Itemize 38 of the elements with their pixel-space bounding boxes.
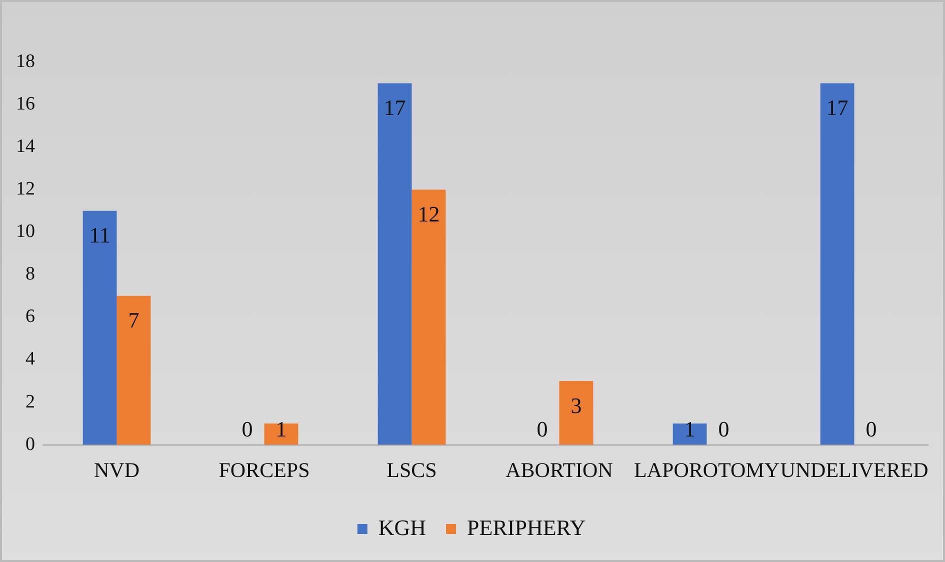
bar [378, 83, 412, 445]
legend-label: PERIPHERY [467, 514, 586, 540]
bar [412, 190, 446, 445]
data-label: 0 [536, 416, 548, 442]
bar [116, 296, 151, 445]
data-label: 12 [418, 201, 440, 226]
bar [82, 210, 117, 445]
data-label: 7 [128, 308, 140, 333]
x-tick-label: UNDELIVERED [780, 458, 928, 482]
data-label: 11 [89, 222, 110, 248]
bar [672, 424, 707, 445]
legend-label: KGH [378, 514, 426, 540]
y-tick-label: 8 [26, 264, 35, 285]
data-label: 1 [276, 416, 287, 442]
y-tick-label: 2 [26, 391, 35, 412]
data-label: 17 [384, 95, 406, 120]
y-tick-label: 12 [16, 178, 35, 200]
bar [264, 424, 298, 445]
data-label: 0 [718, 416, 730, 442]
data-label: 0 [866, 416, 877, 442]
y-tick-label: 18 [16, 50, 35, 72]
data-label: 1 [684, 416, 696, 442]
x-tick-label: LAPOROTOMY [634, 458, 780, 482]
bar [820, 83, 854, 445]
x-tick-label: ABORTION [506, 458, 613, 482]
data-label: 17 [826, 95, 848, 120]
data-label: 3 [570, 392, 582, 418]
x-tick-label: NVD [94, 458, 140, 482]
bar [559, 381, 594, 445]
y-tick-label: 6 [26, 306, 35, 328]
y-tick-label: 0 [26, 434, 35, 455]
y-tick-label: 14 [16, 136, 36, 158]
y-tick-label: 16 [16, 94, 35, 115]
data-label: 0 [242, 416, 253, 442]
y-tick-label: 4 [26, 348, 36, 370]
x-tick-label: LSCS [386, 458, 437, 482]
y-tick-label: 10 [16, 221, 35, 242]
x-tick-label: FORCEPS [218, 458, 310, 482]
